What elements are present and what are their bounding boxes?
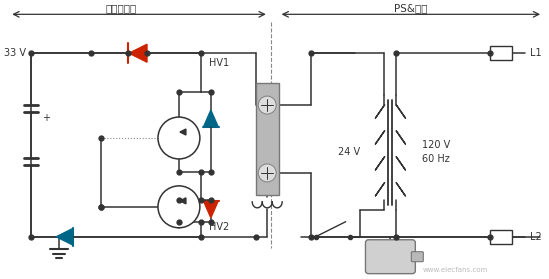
Text: 固态继电器: 固态继电器 (105, 3, 137, 13)
Circle shape (258, 164, 276, 182)
FancyBboxPatch shape (411, 252, 423, 262)
Text: 120 V: 120 V (422, 140, 451, 150)
Polygon shape (56, 229, 72, 245)
Text: 33 V: 33 V (4, 48, 26, 58)
Bar (256, 83, 279, 195)
Polygon shape (204, 110, 218, 126)
Text: HV1: HV1 (209, 58, 229, 68)
Text: PS&负荷: PS&负荷 (394, 3, 427, 13)
Circle shape (158, 117, 200, 159)
Circle shape (258, 96, 276, 114)
Text: 60 Hz: 60 Hz (422, 154, 450, 164)
Polygon shape (180, 198, 186, 204)
Bar (490, 230, 512, 244)
Bar (490, 46, 512, 60)
Polygon shape (129, 44, 147, 62)
Text: 24 V: 24 V (338, 147, 361, 157)
Text: L2: L2 (530, 232, 542, 242)
Text: www.elecfans.com: www.elecfans.com (423, 267, 488, 273)
Text: L1: L1 (530, 48, 542, 58)
FancyBboxPatch shape (366, 240, 416, 274)
Circle shape (158, 186, 200, 228)
Text: HV2: HV2 (209, 222, 229, 232)
Polygon shape (204, 202, 218, 218)
Polygon shape (180, 129, 186, 135)
Text: +: + (42, 113, 51, 123)
